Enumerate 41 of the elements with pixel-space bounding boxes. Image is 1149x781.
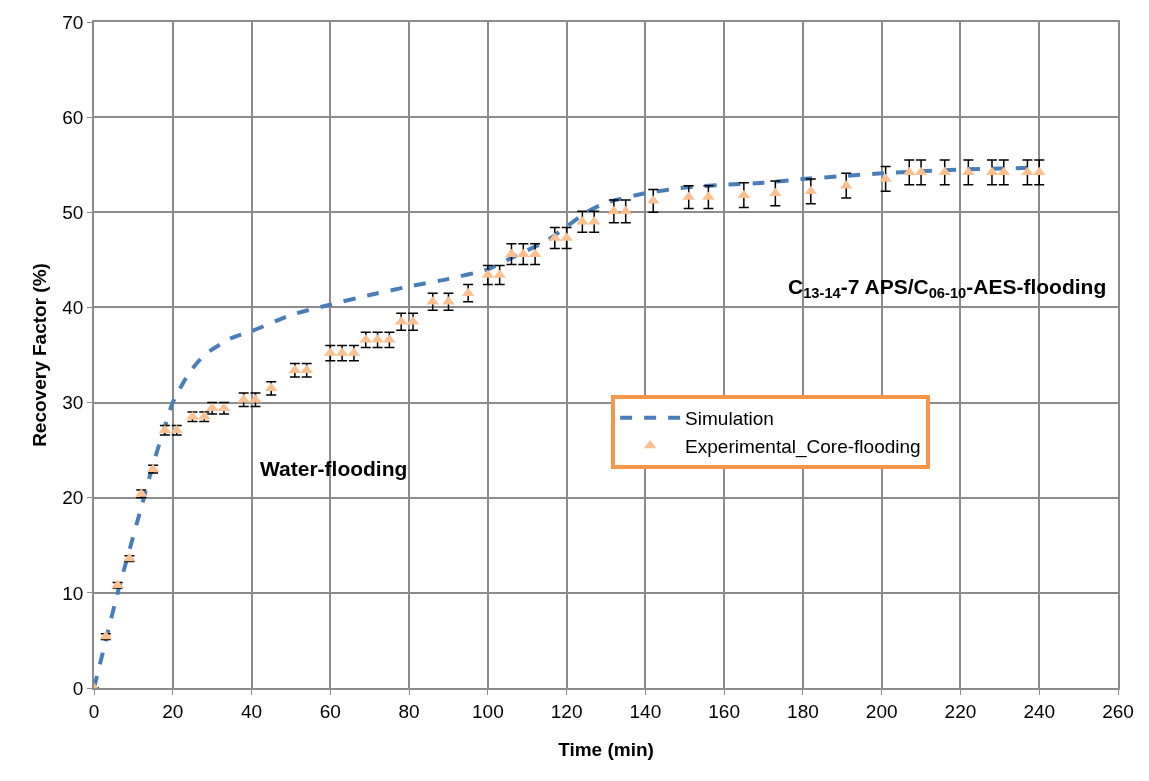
point <box>769 187 782 197</box>
y-tick-label: 20 <box>62 487 84 509</box>
point <box>607 205 621 215</box>
x-tick-label: 20 <box>162 700 184 722</box>
x-tick-label: 60 <box>319 700 341 722</box>
x-tick-label: 40 <box>240 700 263 722</box>
y-tick-label: 0 <box>72 677 84 699</box>
y-axis-title: Recovery Factor (%) <box>28 263 50 447</box>
x-tick-label: 240 <box>1023 700 1056 722</box>
annotation: Water-flooding <box>260 457 408 480</box>
x-tick-label: 160 <box>708 700 740 722</box>
x-tick-label: 140 <box>629 700 662 722</box>
y-tick-label: 70 <box>62 11 84 33</box>
point <box>804 185 818 195</box>
point <box>961 166 975 176</box>
annotation: C$_{13-14}$-7 APS/C$_{06-10}$-AES-flooding <box>788 275 1107 302</box>
x-axis-title: Time (min) <box>558 738 654 760</box>
point <box>938 166 952 176</box>
x-tick-label: 80 <box>398 700 420 722</box>
point <box>997 166 1011 176</box>
y-tick-label: 60 <box>62 106 84 128</box>
y-tick-label: 10 <box>62 582 84 604</box>
y-tick-label: 50 <box>62 201 84 223</box>
point <box>902 166 916 176</box>
legend-label: Simulation <box>685 408 774 430</box>
point <box>1021 166 1034 176</box>
x-tick-label: 220 <box>944 700 977 722</box>
point <box>985 166 999 176</box>
x-tick-label: 260 <box>1102 700 1134 722</box>
x-tick-label: 100 <box>472 700 504 722</box>
x-tick-label: 120 <box>550 700 583 722</box>
point <box>914 166 928 176</box>
x-tick-label: 0 <box>88 700 100 722</box>
y-tick-label: 30 <box>62 392 84 414</box>
point <box>264 382 278 392</box>
point <box>1032 166 1046 176</box>
y-tick-label: 40 <box>62 297 84 319</box>
point <box>619 205 633 215</box>
x-tick-label: 200 <box>865 700 898 722</box>
legend-label: Experimental_Core-flooding <box>685 435 921 458</box>
x-tick-label: 180 <box>787 700 819 722</box>
